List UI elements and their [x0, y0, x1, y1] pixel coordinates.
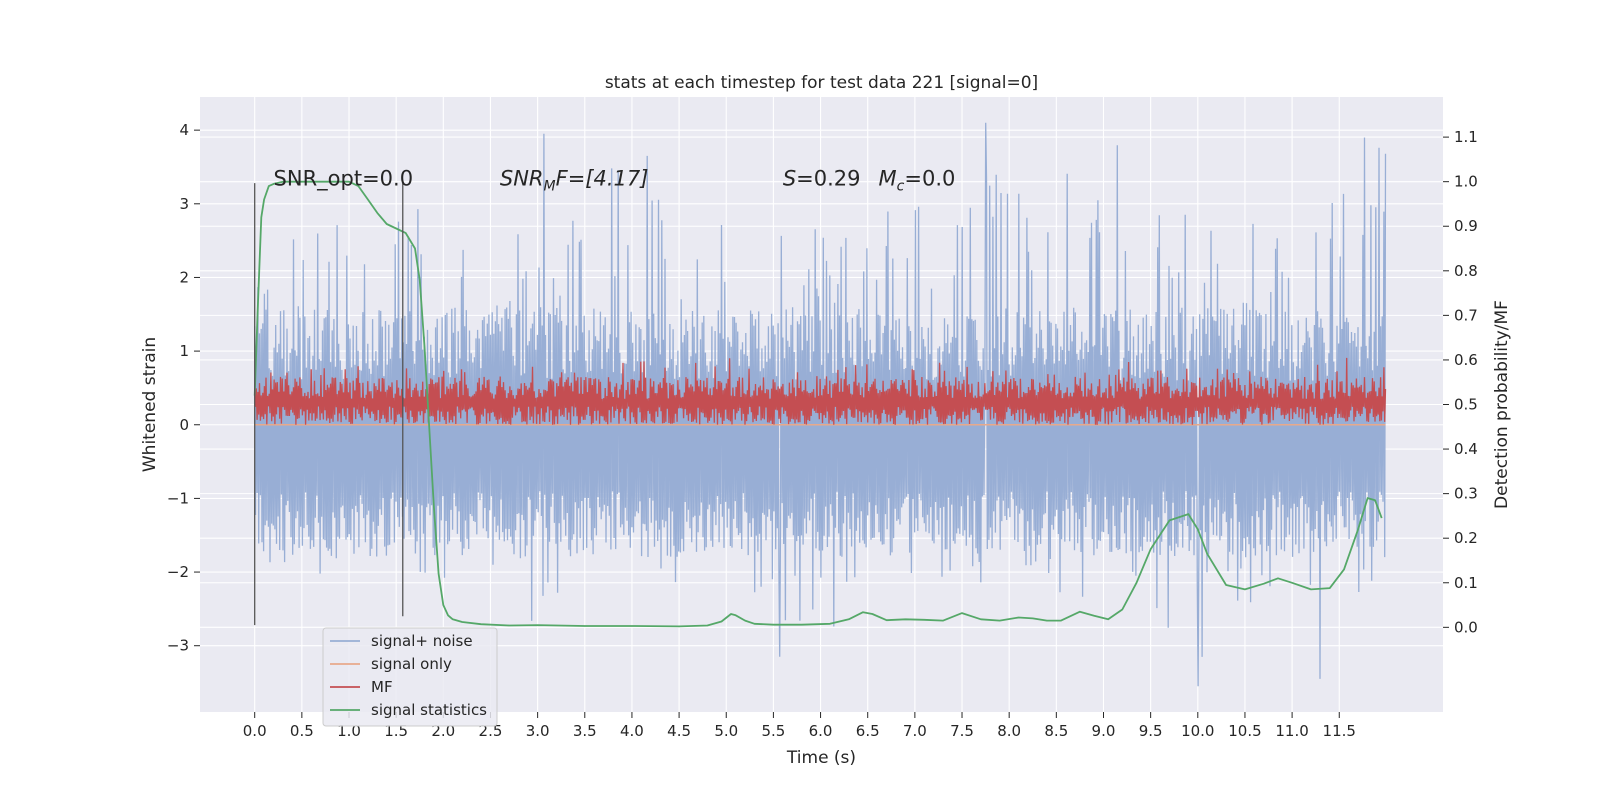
annotation-snr-mf-sub: M — [544, 178, 556, 194]
x-tick-label: 9.5 — [1139, 722, 1163, 740]
y2-tick-label: 0.3 — [1454, 485, 1478, 503]
y-tick-label: 0 — [179, 416, 189, 434]
y2-tick-label: 0.4 — [1454, 440, 1478, 458]
annotation-mc-value: =0.0 — [904, 166, 955, 190]
annotation-snr-opt: SNR_opt=0.0 — [274, 166, 414, 191]
series-line-signal-statistics — [253, 180, 1383, 628]
x-tick-label: 4.0 — [620, 722, 644, 740]
x-axis-label: Time (s) — [786, 748, 856, 768]
x-tick-label: 3.0 — [526, 722, 550, 740]
y2-tick-label: 1.1 — [1454, 128, 1478, 146]
x-tick-label: 5.0 — [714, 722, 738, 740]
y2-tick-label: 0.9 — [1454, 217, 1478, 235]
x-tick-label: 11.5 — [1323, 722, 1356, 740]
y2-tick-label: 0.8 — [1454, 262, 1478, 280]
x-tick-label: 11.0 — [1275, 722, 1308, 740]
legend-label: signal only — [371, 655, 452, 673]
annotation-snr-mf: SNRMF=[4.17] — [500, 166, 649, 194]
x-tick-label: 6.0 — [809, 722, 833, 740]
legend-label: MF — [371, 678, 393, 696]
annotation-mc-sub: c — [897, 178, 905, 194]
y-tick-label: −2 — [167, 563, 189, 581]
chart-title: stats at each timestep for test data 221… — [605, 73, 1038, 93]
y2-tick-label: 0.1 — [1454, 574, 1478, 592]
x-tick-label: 7.5 — [950, 722, 974, 740]
x-tick-label: 3.5 — [573, 722, 597, 740]
series-line-mf — [254, 357, 1387, 425]
x-tick-label: 4.5 — [667, 722, 691, 740]
y-tick-label: −3 — [167, 637, 189, 655]
y-tick-label: 4 — [179, 121, 189, 139]
annotation-s-label: S — [783, 166, 796, 190]
x-tick-label: 8.5 — [1044, 722, 1068, 740]
legend-label: signal+ noise — [371, 632, 473, 650]
y2-tick-label: 0.6 — [1454, 351, 1478, 369]
annotation-s-mc: S=0.29 Mc=0.0 — [783, 166, 956, 194]
legend-box — [322, 627, 498, 727]
y-tick-label: 2 — [179, 268, 189, 286]
x-tick-label: 5.5 — [761, 722, 785, 740]
annotation-s-value: =0.29 — [796, 166, 860, 190]
annotation-snr-mf-main: SNR — [500, 166, 544, 190]
x-tick-label: 0.0 — [243, 722, 267, 740]
y-tick-label: 3 — [179, 195, 189, 213]
y-axis-label: Whitened strain — [140, 337, 160, 472]
annotation-mc-main: M — [879, 166, 897, 190]
plot-layer — [253, 122, 1387, 687]
series-line-signal-noise — [254, 122, 1387, 687]
x-tick-label: 8.0 — [997, 722, 1021, 740]
x-tick-label: 7.0 — [903, 722, 927, 740]
y2-tick-label: 1.0 — [1454, 173, 1478, 191]
annotation-snr-mf-rest: F=[4.17] — [556, 166, 649, 190]
legend-label: signal statistics — [371, 701, 487, 719]
y2-axis-label: Detection probability/MF — [1492, 300, 1512, 509]
x-tick-label: 6.5 — [856, 722, 880, 740]
x-tick-label: 0.5 — [290, 722, 314, 740]
y2-tick-label: 0.0 — [1454, 618, 1478, 636]
y2-tick-label: 0.7 — [1454, 306, 1478, 324]
y2-tick-label: 0.5 — [1454, 396, 1478, 414]
y-tick-label: 1 — [179, 342, 189, 360]
x-tick-label: 10.5 — [1228, 722, 1261, 740]
x-tick-label: 9.0 — [1092, 722, 1116, 740]
y-tick-label: −1 — [167, 489, 189, 507]
y2-tick-label: 0.2 — [1454, 529, 1478, 547]
x-tick-label: 10.0 — [1181, 722, 1214, 740]
legend: signal+ noise signal only MF signal statist… — [322, 627, 498, 727]
